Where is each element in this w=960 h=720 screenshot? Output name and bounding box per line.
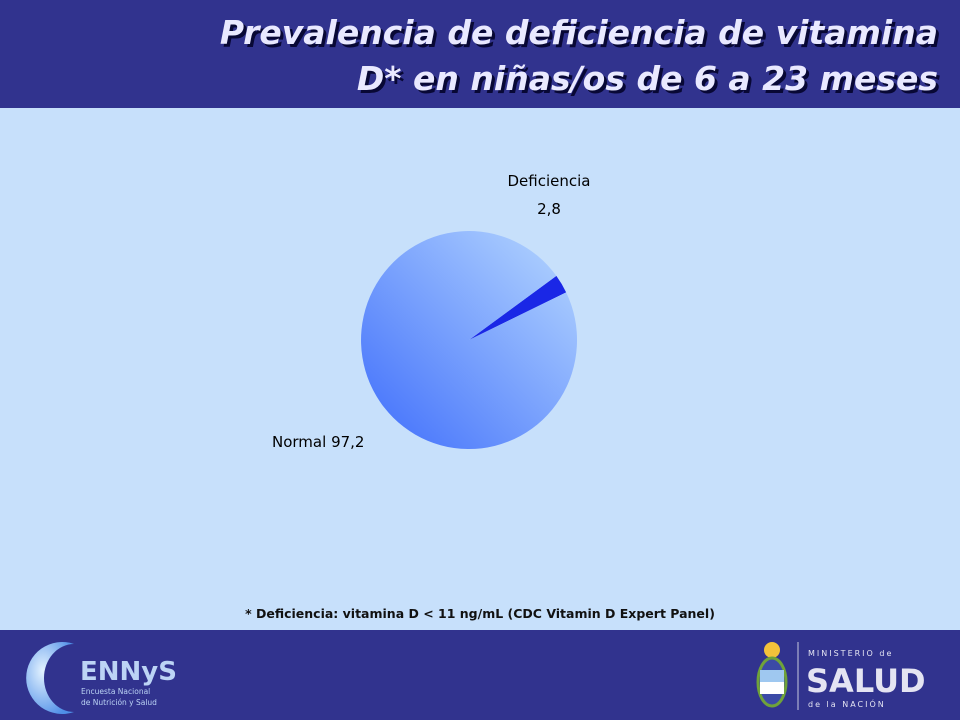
- coat-of-arms-icon: [756, 642, 788, 708]
- normal-label-group: Normal 97,2: [272, 433, 364, 451]
- ennys-logo-name: ENNyS: [80, 657, 177, 687]
- footer-bar: ENNyS Encuesta Nacional de Nutrición y S…: [0, 630, 960, 720]
- moon-icon: [26, 642, 75, 714]
- pie-slice-deficiencia: [469, 275, 567, 340]
- ennys-logo: ENNyS Encuesta Nacional de Nutrición y S…: [26, 642, 177, 714]
- ministry-logo-line3: de la NACIÓN: [808, 698, 886, 709]
- ministry-logo: MINISTERIO de SALUD de la NACIÓN: [756, 642, 926, 710]
- pie-slice-normal: [361, 231, 578, 450]
- normal-label: Normal: [272, 433, 326, 451]
- normal-value: 97,2: [331, 433, 364, 451]
- footnote: * Deficiencia: vitamina D < 11 ng/mL (CD…: [245, 606, 715, 621]
- deficiencia-label: Deficiencia: [508, 172, 591, 190]
- page-title: Prevalencia de deficiencia de vitamina D…: [0, 10, 938, 102]
- ennys-logo-subtitle-1: Encuesta Nacional: [81, 687, 150, 696]
- title-line-1: Prevalencia de deficiencia de vitamina: [219, 13, 938, 52]
- pie-chart: Deficiencia 2,8 Normal 97,2: [272, 172, 591, 451]
- ministry-logo-line2: SALUD: [806, 662, 926, 700]
- ennys-logo-subtitle-2: de Nutrición y Salud: [81, 698, 157, 707]
- title-bar: Prevalencia de deficiencia de vitamina D…: [0, 0, 960, 108]
- deficiencia-value: 2,8: [537, 200, 561, 218]
- title-line-2: D* en niñas/os de 6 a 23 meses: [356, 59, 938, 98]
- ministry-logo-line1: MINISTERIO de: [808, 649, 893, 658]
- pie-slices: [361, 231, 578, 450]
